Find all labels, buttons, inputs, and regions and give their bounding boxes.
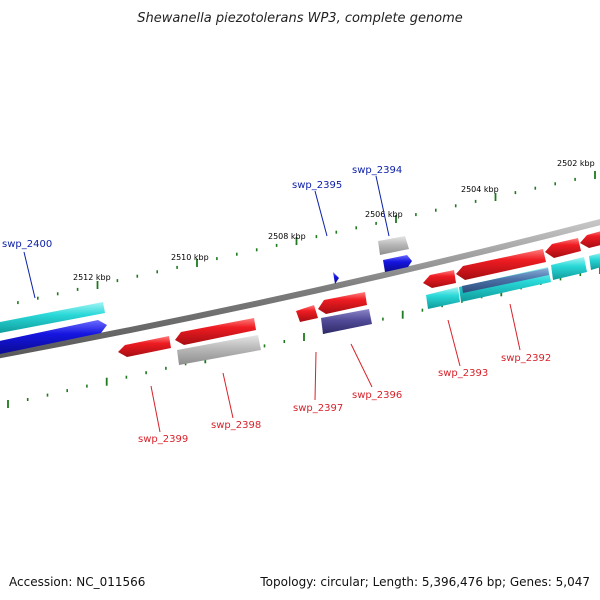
gene-arrow-right-red-b xyxy=(580,231,600,248)
leader-swp-2398 xyxy=(222,372,234,419)
gene-arrow-swp-2394-gray xyxy=(378,236,409,255)
label-leaders xyxy=(23,175,521,433)
accession-text: Accession: NC_011566 xyxy=(9,575,145,589)
genome-backbone xyxy=(0,219,600,359)
leader-swp-2396 xyxy=(350,343,373,388)
gene-labels: swp_2400 swp_2395 swp_2394 swp_2399 swp_… xyxy=(2,165,551,445)
gene-arrow-swp-2400-blue xyxy=(0,320,107,354)
leader-swp-2399 xyxy=(150,385,161,433)
gene-label-swp-2398: swp_2398 xyxy=(211,420,261,431)
scale-label-2510: 2510 kbp xyxy=(171,253,209,262)
gene-label-swp-2394: swp_2394 xyxy=(352,165,402,176)
gene-label-swp-2393: swp_2393 xyxy=(438,368,488,379)
gene-arrow-swp-2393-red xyxy=(423,270,456,288)
gene-arrow-swp-2392-steel xyxy=(462,268,549,293)
gene-features xyxy=(0,231,600,365)
gene-arrow-swp-2395 xyxy=(333,272,339,284)
gene-arrow-swp-2392-red xyxy=(456,249,546,280)
scale-label-2504: 2504 kbp xyxy=(461,185,499,194)
gene-arrow-swp-2396-purple xyxy=(321,309,372,334)
gene-arrow-right-cyan-a xyxy=(551,257,587,280)
gene-label-swp-2395: swp_2395 xyxy=(292,180,342,191)
gene-label-swp-2400: swp_2400 xyxy=(2,239,52,250)
gene-arrow-swp-2394-blue xyxy=(383,255,412,272)
leader-swp-2393 xyxy=(447,319,461,367)
gene-label-swp-2392: swp_2392 xyxy=(501,353,551,364)
gene-arrow-right-cyan-b xyxy=(589,253,600,270)
gene-arrow-swp-2399 xyxy=(118,336,171,357)
gene-arrow-swp-2398-gray xyxy=(177,335,261,365)
gene-arrow-swp-2396-red xyxy=(318,292,367,314)
leader-swp-2394 xyxy=(375,175,390,237)
scale-label-2502: 2502 kbp xyxy=(557,159,595,168)
map-title: Shewanella piezotolerans WP3, complete g… xyxy=(137,11,463,26)
gene-label-swp-2397: swp_2397 xyxy=(293,403,343,414)
gene-label-swp-2396: swp_2396 xyxy=(352,390,402,401)
upper-tick-row xyxy=(17,171,596,305)
gene-arrow-swp-2398-red xyxy=(175,318,256,345)
genome-summary-text: Topology: circular; Length: 5,396,476 bp… xyxy=(259,575,590,589)
gene-arrow-right-red-a xyxy=(545,238,581,258)
gene-arrow-swp-2400-cyan xyxy=(0,302,105,334)
scale-label-2508: 2508 kbp xyxy=(268,232,306,241)
leader-swp-2392 xyxy=(509,303,521,351)
gene-label-swp-2399: swp_2399 xyxy=(138,434,188,445)
leader-swp-2397 xyxy=(314,351,317,401)
gene-arrow-swp-2393-cyan xyxy=(426,287,460,309)
leader-swp-2400 xyxy=(23,251,36,299)
gene-arrow-swp-2397 xyxy=(296,305,318,322)
leader-swp-2395 xyxy=(314,190,328,237)
scale-label-2512: 2512 kbp xyxy=(73,273,111,282)
